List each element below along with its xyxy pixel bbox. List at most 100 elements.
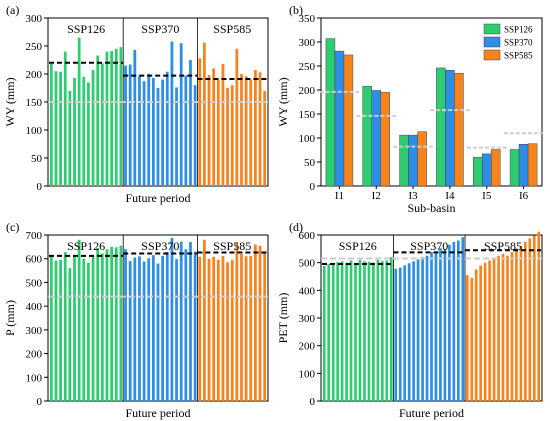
chart-panel-1: 0 50 100 150 200 250 300 (a) WY (mm) Future perio… bbox=[3, 3, 269, 205]
group-label-ssp126: SSP126 bbox=[67, 239, 105, 253]
bar-ssp585-7 bbox=[226, 88, 229, 186]
bar-ssp585-14 bbox=[258, 72, 262, 186]
bar-ssp126-1 bbox=[49, 63, 53, 186]
y-tick-label: 300 bbox=[26, 325, 43, 337]
bar-ssp585-11 bbox=[244, 76, 248, 186]
bar-ssp585-2 bbox=[202, 239, 206, 401]
bar-ssp585-14 bbox=[258, 245, 262, 401]
bar-i1-ssp370 bbox=[334, 50, 345, 187]
bar-i2-ssp585 bbox=[380, 92, 390, 187]
group-label-ssp370: SSP370 bbox=[410, 239, 448, 253]
y-tick-label: 200 bbox=[299, 85, 316, 97]
bar-ssp126-15 bbox=[114, 48, 118, 186]
bar-ssp126-2 bbox=[54, 71, 58, 186]
y-tick-label: 0 bbox=[310, 181, 316, 193]
bar-i4-ssp126 bbox=[436, 67, 446, 187]
bar-i5-ssp370 bbox=[482, 153, 492, 187]
bar-ssp370-5 bbox=[412, 261, 415, 401]
bar-ssp585-12 bbox=[249, 255, 253, 401]
bar-ssp126-6 bbox=[73, 77, 76, 186]
bar-ssp126-12 bbox=[100, 63, 104, 186]
y-axis-label: P (mm) bbox=[3, 300, 17, 336]
bar-ssp126-10 bbox=[91, 70, 95, 186]
bar-ssp126-12 bbox=[100, 253, 104, 401]
bar-ssp585-6 bbox=[221, 63, 225, 186]
bar-ssp585-5 bbox=[483, 262, 487, 401]
bar-ssp585-3 bbox=[474, 269, 478, 401]
bar-ssp126-15 bbox=[114, 247, 118, 401]
y-tick-label: 700 bbox=[26, 230, 43, 242]
group-label-ssp585: SSP585 bbox=[213, 239, 251, 253]
bar-ssp126-9 bbox=[358, 259, 362, 401]
bar-ssp370-13 bbox=[179, 43, 183, 187]
bar-ssp585-16 bbox=[532, 235, 536, 401]
bar-ssp370-8 bbox=[425, 255, 429, 401]
bar-ssp585-4 bbox=[212, 68, 216, 186]
bar-ssp370-8 bbox=[156, 88, 160, 186]
bar-ssp585-15 bbox=[263, 253, 267, 401]
bar-i6-ssp585 bbox=[527, 143, 538, 187]
bar-ssp370-14 bbox=[184, 75, 188, 186]
bar-ssp126-14 bbox=[110, 246, 114, 401]
bar-ssp370-2 bbox=[128, 64, 132, 186]
y-tick-label: 200 bbox=[299, 341, 316, 353]
bar-ssp126-9 bbox=[87, 82, 90, 186]
bar-ssp585-15 bbox=[263, 90, 267, 186]
bar-ssp585-12 bbox=[515, 248, 518, 401]
bar-ssp126-6 bbox=[73, 256, 76, 401]
bar-ssp585-9 bbox=[235, 243, 239, 401]
bar-ssp585-11 bbox=[244, 256, 248, 401]
bar-ssp585-15 bbox=[528, 238, 532, 401]
bar-ssp370-6 bbox=[147, 258, 151, 401]
y-tick-label: 150 bbox=[299, 109, 316, 121]
bar-ssp126-3 bbox=[331, 263, 335, 401]
bar-ssp370-13 bbox=[448, 244, 451, 401]
bar-ssp585-12 bbox=[249, 79, 253, 186]
bar-ssp370-3 bbox=[403, 265, 407, 401]
bar-ssp370-6 bbox=[147, 74, 151, 186]
bar-ssp126-4 bbox=[336, 262, 339, 401]
x-tick-label: I2 bbox=[372, 190, 381, 202]
bar-ssp585-1 bbox=[465, 275, 469, 401]
bar-ssp585-10 bbox=[240, 253, 243, 401]
bar-ssp370-12 bbox=[175, 259, 178, 401]
bar-ssp370-7 bbox=[151, 77, 155, 186]
y-tick-label: 100 bbox=[26, 372, 43, 384]
x-tick-label: I4 bbox=[445, 190, 455, 202]
y-axis-label: WY (mm) bbox=[3, 77, 17, 126]
bar-ssp370-12 bbox=[443, 248, 447, 401]
bar-ssp370-4 bbox=[138, 76, 141, 186]
bar-ssp126-1 bbox=[49, 256, 53, 401]
bar-ssp585-2 bbox=[470, 277, 474, 401]
bar-ssp126-14 bbox=[110, 51, 114, 186]
y-tick-label: 500 bbox=[299, 258, 316, 270]
bar-ssp370-15 bbox=[189, 60, 192, 186]
y-tick-label: 100 bbox=[26, 125, 43, 137]
bar-i3-ssp126 bbox=[399, 134, 409, 187]
group-label-ssp585: SSP585 bbox=[213, 22, 251, 36]
bar-i2-ssp126 bbox=[362, 85, 372, 187]
bar-ssp370-11 bbox=[170, 41, 174, 186]
bar-ssp585-8 bbox=[497, 255, 500, 401]
panel-label: (a) bbox=[6, 3, 19, 17]
bar-ssp370-9 bbox=[161, 79, 165, 186]
bar-ssp370-11 bbox=[170, 237, 174, 401]
bar-i3-ssp585 bbox=[417, 131, 427, 187]
y-tick-label: 200 bbox=[26, 349, 43, 361]
chart-panel-2: 0 50 100 150 200 250 300 350(b) WY (mm) Sub-basin… bbox=[276, 3, 544, 215]
bar-ssp370-16 bbox=[193, 251, 197, 401]
plot-frame bbox=[320, 17, 543, 187]
legend-swatch-ssp585 bbox=[483, 49, 501, 61]
bar-ssp370-7 bbox=[151, 255, 155, 401]
y-axis-label: WY (mm) bbox=[276, 77, 290, 126]
bar-ssp370-6 bbox=[416, 259, 420, 401]
legend-label-ssp585: SSP585 bbox=[504, 51, 533, 61]
bar-ssp370-14 bbox=[452, 241, 456, 401]
bar-ssp585-5 bbox=[216, 79, 220, 186]
bar-ssp370-3 bbox=[133, 49, 137, 186]
bar-i5-ssp585 bbox=[491, 149, 501, 187]
bar-i3-ssp370 bbox=[408, 134, 418, 187]
group-label-ssp126: SSP126 bbox=[67, 22, 105, 36]
y-tick-label: 250 bbox=[26, 41, 43, 53]
bar-ssp370-16 bbox=[461, 237, 465, 401]
